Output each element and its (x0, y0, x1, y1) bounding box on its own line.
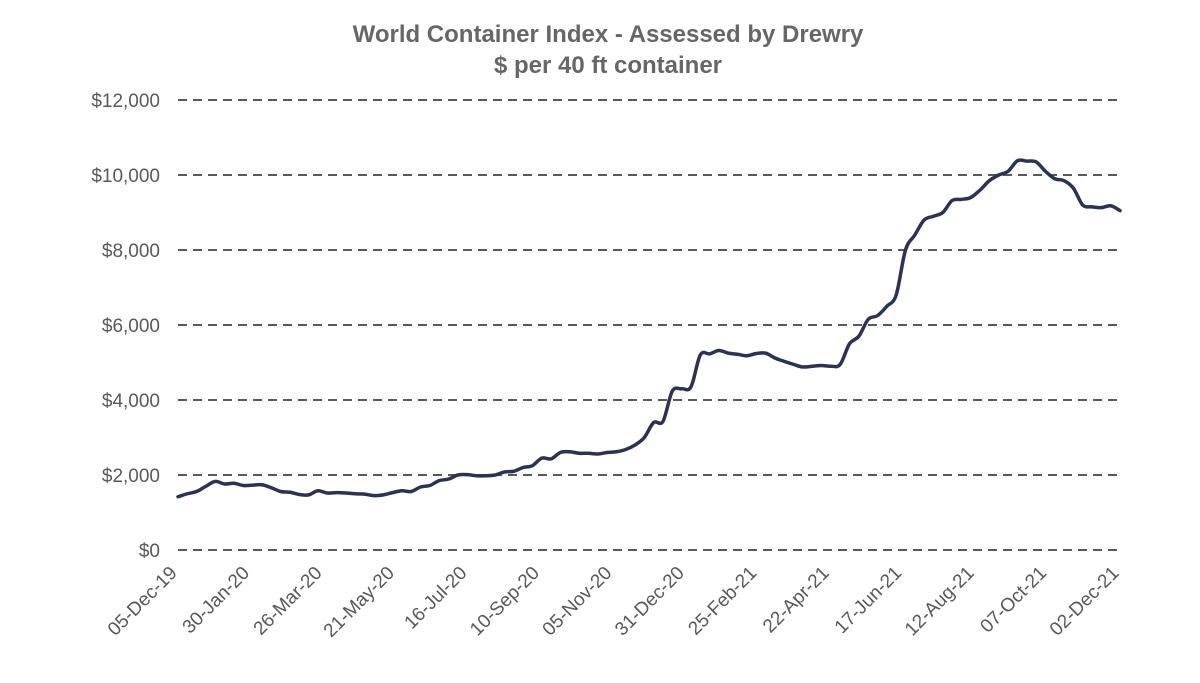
y-tick-label: $0 (139, 541, 160, 562)
x-tick-label: 25-Feb-21 (684, 563, 761, 640)
x-tick-label: 30-Jan-20 (179, 563, 254, 638)
series-lines (176, 158, 1122, 499)
y-tick-label: $8,000 (102, 241, 160, 262)
y-tick-label: $4,000 (102, 391, 160, 412)
x-tick-label: 16-Jul-20 (401, 563, 472, 634)
y-tick-label: $2,000 (102, 466, 160, 487)
gridlines (178, 99, 1120, 551)
y-axis-tick-labels: $0 $2,000 $4,000 $6,000 $8,000 $10,000 $12,000 (91, 91, 160, 562)
x-tick-label: 31-Dec-20 (611, 563, 689, 641)
x-tick-label: 05-Nov-20 (539, 563, 617, 641)
chart-title: World Container Index - Assessed by Drew… (353, 21, 864, 48)
x-tick-label: 02-Dec-21 (1046, 563, 1124, 641)
x-tick-label: 05-Dec-19 (104, 563, 182, 641)
series-line-0 (176, 158, 1122, 499)
x-tick-label: 07-Oct-21 (976, 563, 1051, 638)
y-tick-label: $6,000 (102, 316, 160, 337)
x-tick-label: 21-May-20 (320, 563, 399, 642)
y-tick-label: $10,000 (91, 166, 160, 187)
x-tick-label: 26-Mar-20 (250, 563, 327, 640)
x-tick-label: 10-Sep-20 (466, 563, 544, 641)
chart-subtitle: $ per 40 ft container (494, 52, 722, 79)
y-tick-label: $12,000 (91, 91, 160, 112)
x-tick-label: 17-Jun-21 (831, 563, 906, 638)
x-tick-label: 12-Aug-21 (901, 563, 979, 641)
x-tick-label: 22-Apr-21 (759, 563, 834, 638)
